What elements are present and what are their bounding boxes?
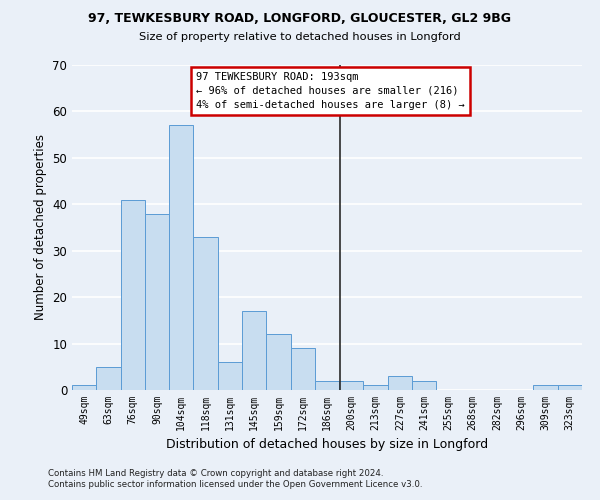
Bar: [96, 367, 121, 390]
Text: Contains HM Land Registry data © Crown copyright and database right 2024.: Contains HM Land Registry data © Crown c…: [48, 468, 383, 477]
Y-axis label: Number of detached properties: Number of detached properties: [34, 134, 47, 320]
Bar: [533, 386, 558, 390]
Bar: [169, 126, 193, 390]
Bar: [218, 362, 242, 390]
Bar: [145, 214, 169, 390]
Text: Contains public sector information licensed under the Open Government Licence v3: Contains public sector information licen…: [48, 480, 422, 489]
Bar: [558, 386, 582, 390]
X-axis label: Distribution of detached houses by size in Longford: Distribution of detached houses by size …: [166, 438, 488, 452]
Bar: [315, 380, 339, 390]
Text: 97 TEWKESBURY ROAD: 193sqm
← 96% of detached houses are smaller (216)
4% of semi: 97 TEWKESBURY ROAD: 193sqm ← 96% of deta…: [196, 72, 464, 110]
Bar: [242, 311, 266, 390]
Bar: [72, 386, 96, 390]
Bar: [412, 380, 436, 390]
Text: 97, TEWKESBURY ROAD, LONGFORD, GLOUCESTER, GL2 9BG: 97, TEWKESBURY ROAD, LONGFORD, GLOUCESTE…: [89, 12, 511, 26]
Bar: [290, 348, 315, 390]
Bar: [364, 386, 388, 390]
Bar: [121, 200, 145, 390]
Bar: [266, 334, 290, 390]
Bar: [388, 376, 412, 390]
Text: Size of property relative to detached houses in Longford: Size of property relative to detached ho…: [139, 32, 461, 42]
Bar: [339, 380, 364, 390]
Bar: [193, 237, 218, 390]
